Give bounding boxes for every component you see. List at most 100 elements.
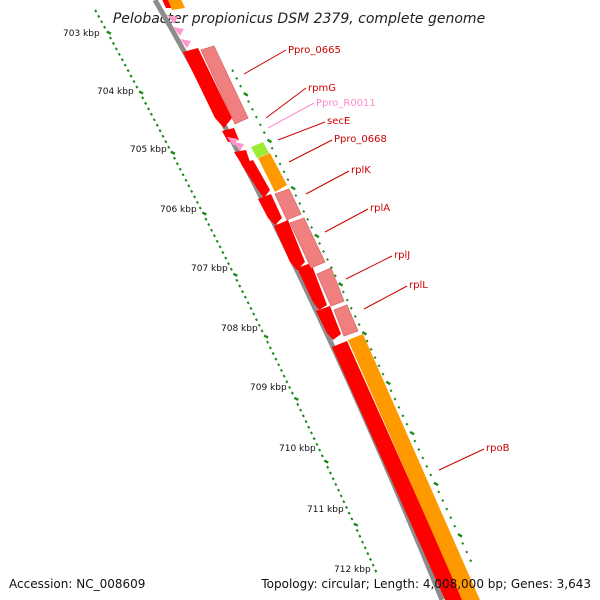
outer-tick <box>389 389 393 393</box>
minor-tick <box>117 52 121 56</box>
gene-arrow-rplj <box>297 263 327 310</box>
leader-line <box>243 49 287 75</box>
outer-tick <box>413 439 417 443</box>
gene-label-rplk[interactable]: rplK <box>351 165 371 176</box>
minor-tick <box>266 340 270 344</box>
minor-tick <box>146 107 151 111</box>
outer-tick <box>361 331 368 336</box>
gene-label-ppro-0668[interactable]: Ppro_0668 <box>334 134 387 145</box>
outer-tick <box>369 347 373 351</box>
outer-tick <box>465 550 469 554</box>
leader-line <box>288 139 333 163</box>
tick-label: 709 kbp <box>250 383 287 393</box>
outer-tick <box>405 422 409 426</box>
outer-tick <box>322 250 325 253</box>
outer-tick <box>357 323 361 327</box>
minor-tick <box>282 374 286 378</box>
outer-tick <box>409 430 415 436</box>
minor-tick <box>246 301 250 305</box>
minor-tick <box>170 150 176 155</box>
gene-label-rpla[interactable]: rplA <box>370 203 390 214</box>
gene-bar-rplk <box>274 188 302 221</box>
gene-arrow-rpob <box>332 341 463 600</box>
gene-label-rpmg[interactable]: rpmG <box>308 83 336 94</box>
outer-tick <box>441 499 445 502</box>
outer-tick <box>282 170 286 174</box>
outer-tick <box>270 146 274 150</box>
minor-tick <box>263 334 269 339</box>
minor-tick <box>350 517 354 521</box>
minor-tick <box>164 140 168 144</box>
outer-tick <box>235 76 239 80</box>
outer-tick <box>469 559 473 563</box>
minor-tick <box>181 173 185 177</box>
outer-tick <box>397 405 401 409</box>
features-layer <box>152 0 480 600</box>
minor-tick <box>360 540 365 544</box>
trna-marker-0 <box>167 15 178 24</box>
outer-tick <box>421 456 425 460</box>
outer-tick <box>381 372 385 376</box>
leader-line <box>345 255 393 280</box>
outer-tick <box>437 490 441 494</box>
minor-tick <box>218 245 222 249</box>
label-layer: Ppro_0665 rpmG Ppro_R0011 secE Ppro_0668 rplK… <box>243 45 510 471</box>
outer-tick <box>373 356 377 360</box>
gene-bar-rpll <box>333 304 359 337</box>
outer-tick <box>294 194 298 198</box>
minor-tick <box>132 79 136 84</box>
outer-tick <box>461 541 465 545</box>
outer-tick <box>298 202 302 205</box>
minor-tick <box>293 396 299 401</box>
minor-tick <box>358 534 362 538</box>
gene-bar-rplj <box>316 267 345 307</box>
outer-tick <box>385 380 391 386</box>
outer-tick <box>243 92 249 97</box>
outer-tick <box>429 473 433 477</box>
tick-label: 703 kbp <box>63 29 100 39</box>
minor-tick <box>106 30 112 35</box>
minor-tick <box>204 217 208 221</box>
gene-arrow-ppro-0665 <box>183 48 232 128</box>
outer-tick <box>326 258 329 262</box>
outer-tick <box>345 298 349 302</box>
minor-tick <box>138 90 144 95</box>
outer-tick <box>306 217 310 221</box>
minor-tick <box>309 431 314 435</box>
minor-tick <box>141 96 145 100</box>
trna-marker-4 <box>233 142 244 151</box>
minor-tick <box>195 200 199 205</box>
gene-label-rplj[interactable]: rplJ <box>394 250 410 261</box>
minor-tick <box>232 272 238 277</box>
minor-tick <box>334 482 338 487</box>
minor-tick <box>210 228 214 232</box>
gene-label-rpll[interactable]: rplL <box>409 280 428 291</box>
outer-tick <box>377 364 381 368</box>
outer-tick <box>333 274 337 278</box>
minor-tick <box>123 63 127 67</box>
minor-tick <box>366 552 370 556</box>
minor-tick <box>307 425 311 429</box>
outer-tick <box>341 290 345 294</box>
gene-label-ppro-r0011[interactable]: Ppro_R0011 <box>316 98 376 109</box>
minor-tick <box>355 528 359 533</box>
tick-label: 708 kbp <box>221 324 258 334</box>
minor-tick <box>224 256 228 260</box>
minor-tick <box>243 295 247 299</box>
gene-label-rpob[interactable]: rpoB <box>486 443 510 454</box>
gene-bar-rpla <box>289 217 326 269</box>
minor-tick <box>226 262 231 266</box>
outer-tick <box>318 241 322 245</box>
outer-tick <box>266 138 273 144</box>
topology-summary: Topology: circular; Length: 4,008,000 bp… <box>261 577 591 591</box>
gene-label-sece[interactable]: secE <box>327 116 350 127</box>
gene-label-ppro-0665[interactable]: Ppro_0665 <box>288 45 341 56</box>
outer-tick <box>393 397 397 401</box>
minor-tick <box>260 329 264 333</box>
outer-tick <box>457 533 463 538</box>
outer-tick <box>445 507 449 511</box>
minor-tick <box>331 477 335 481</box>
outer-tick <box>329 266 333 270</box>
tick-label: 711 kbp <box>307 505 344 515</box>
